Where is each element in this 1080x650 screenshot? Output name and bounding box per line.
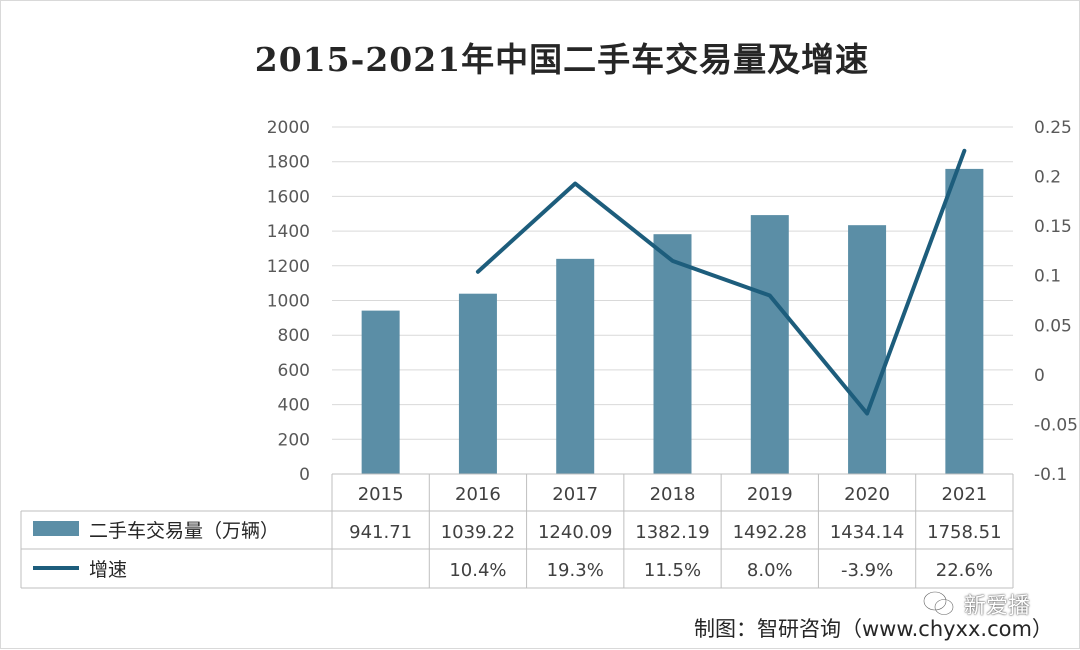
growth-value-label: 22.6% [936,560,993,581]
right-tick-label: -0.1 [1034,465,1067,485]
bar-value-label: 1758.51 [927,522,1001,543]
bar [848,225,886,474]
growth-line [478,151,964,414]
left-tick-label: 1400 [267,222,310,242]
left-tick-label: 1000 [267,292,310,312]
right-tick-label: 0 [1034,366,1045,386]
left-axis-ticks: 0 200 400 600 800 1000 1200 1400 1600 1800 2000 [267,118,310,485]
data-table: 2015 2016 2017 2018 2019 2020 2021 二手车交易量（万辆） 增速… [21,474,1013,588]
right-tick-label: 0.15 [1034,217,1072,237]
bar [945,169,983,474]
growth-value-label: 11.5% [644,560,701,581]
left-tick-label: 1600 [267,187,310,207]
bar [654,234,692,474]
left-tick-label: 1800 [267,153,310,173]
bar-value-label: 941.71 [349,522,412,543]
x-tick-label: 2020 [844,484,890,505]
left-tick-label: 600 [278,361,310,381]
growth-value-label: 19.3% [547,560,604,581]
right-tick-label: 0.25 [1034,118,1072,138]
growth-value-label: 8.0% [747,560,793,581]
legend-bar-swatch [33,521,79,536]
left-tick-label: 400 [278,396,310,416]
right-tick-label: 0.2 [1034,168,1061,188]
bar-value-label: 1240.09 [538,522,612,543]
legend-bar-label: 二手车交易量（万辆） [89,520,279,542]
bar [362,311,400,474]
bar-value-label: 1039.22 [441,522,515,543]
left-tick-label: 200 [278,430,310,450]
right-tick-label: 0.05 [1034,316,1072,336]
line-series [478,151,965,414]
bar [556,259,594,474]
right-tick-label: 0.1 [1034,267,1061,287]
x-tick-label: 2016 [455,484,501,505]
x-tick-label: 2021 [941,484,987,505]
legend-line-label: 增速 [89,559,127,581]
left-tick-label: 2000 [267,118,310,138]
x-tick-label: 2015 [358,484,404,505]
growth-value-label: -3.9% [841,560,893,581]
watermark-text: 新爱播 [964,588,1030,620]
x-tick-label: 2019 [747,484,793,505]
bar-series [362,169,984,474]
watermark: 新爱播 [922,588,1030,620]
bar [751,215,789,474]
left-tick-label: 1200 [267,257,310,277]
wechat-icon [922,590,956,618]
bar-value-label: 1434.14 [830,522,904,543]
bar [459,294,497,474]
bar-value-label: 1382.19 [635,522,709,543]
left-tick-label: 800 [278,326,310,346]
growth-value-label: 10.4% [449,560,506,581]
right-axis-ticks: -0.1 -0.05 0 0.05 0.1 0.15 0.2 0.25 [1034,118,1078,485]
x-tick-label: 2018 [650,484,696,505]
x-tick-label: 2017 [552,484,598,505]
right-tick-label: -0.05 [1034,415,1078,435]
left-tick-label: 0 [299,465,310,485]
bar-value-label: 1492.28 [733,522,807,543]
